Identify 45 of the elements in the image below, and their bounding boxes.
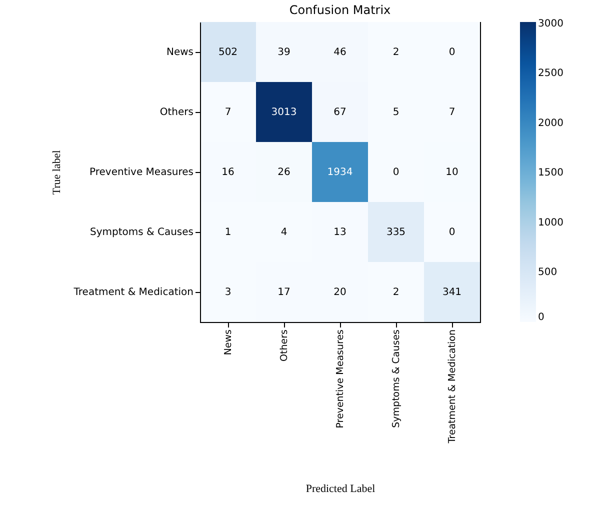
data-label: 3 [224, 287, 232, 298]
x-tick-label: Preventive Measures [335, 329, 346, 428]
data-label: 7 [224, 107, 232, 118]
color-bar-label: 2500 [538, 68, 564, 80]
x-tick-label: Symptoms & Causes [391, 329, 402, 428]
data-label: 5 [392, 107, 400, 118]
y-axis-title: True label [50, 150, 63, 195]
data-label: 2 [392, 47, 400, 58]
data-label: 39 [278, 47, 290, 58]
y-tick-label: Others [160, 107, 194, 118]
x-axis-title: Predicted Label [306, 483, 376, 496]
data-label: 67 [334, 107, 346, 118]
data-label: 26 [278, 167, 290, 178]
data-label: 0 [448, 227, 456, 238]
data-label: 13 [334, 227, 346, 238]
color-bar-label: 1500 [538, 168, 564, 179]
y-tick-label: Treatment & Medication [72, 287, 194, 298]
data-label: 0 [448, 47, 456, 58]
data-label: 502 [218, 47, 238, 58]
data-label: 16 [222, 167, 234, 178]
data-label: 2 [392, 287, 400, 298]
data-label: 10 [446, 167, 458, 178]
data-label: 3013 [271, 107, 297, 118]
y-tick-label: Preventive Measures [90, 167, 194, 178]
color-bar-label: 2000 [538, 118, 564, 129]
y-tick-label: Symptoms & Causes [90, 227, 194, 238]
x-tick-label: News [223, 329, 234, 356]
y-tick-label: News [166, 47, 194, 58]
data-label: 20 [334, 287, 346, 298]
color-bar-label: 1000 [538, 217, 564, 228]
color-bar-label: 3000 [538, 18, 564, 30]
data-label: 7 [448, 107, 456, 118]
color-bar-label: 0 [538, 312, 544, 323]
color-bar-label: 500 [538, 267, 558, 278]
x-tick-label: Treatment & Medication [447, 330, 458, 444]
data-label: 46 [334, 47, 346, 58]
data-label: 4 [280, 227, 288, 238]
chart-title: Confusion Matrix [289, 3, 391, 17]
data-label: 1934 [327, 167, 353, 178]
data-label: 1 [224, 227, 232, 238]
data-label: 335 [386, 227, 406, 238]
x-tick-label: Others [279, 329, 290, 362]
data-label: 0 [392, 167, 400, 178]
data-label: 341 [442, 287, 462, 298]
data-label: 17 [278, 287, 290, 298]
